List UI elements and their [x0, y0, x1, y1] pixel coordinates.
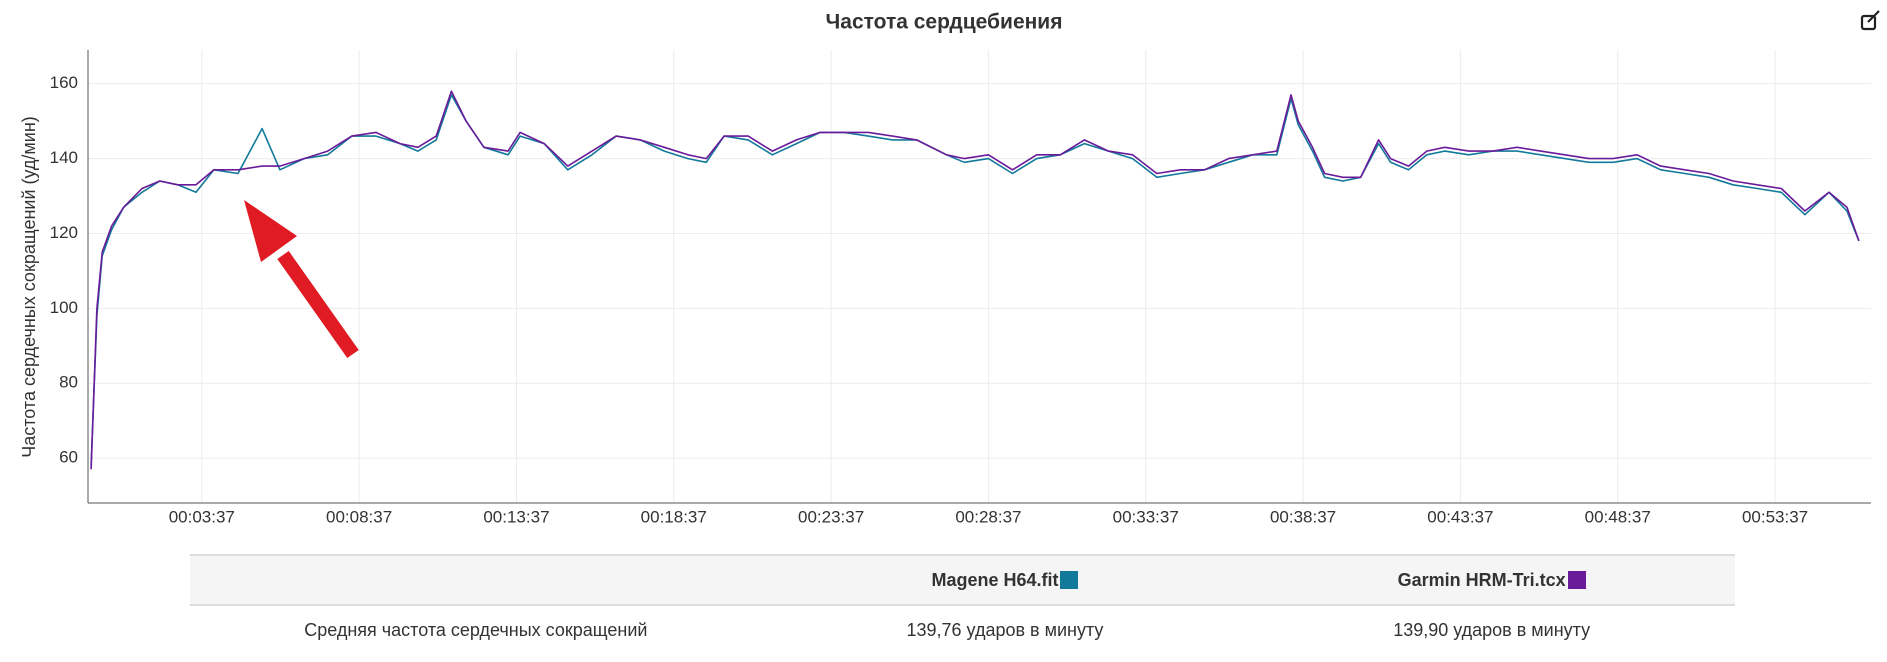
legend-label: Magene H64.fit [931, 569, 1059, 590]
header-cell: Magene H64.fit [761, 554, 1249, 606]
chart-title: Частота сердцебиения [826, 11, 1063, 34]
x-tick-label: 00:38:37 [1270, 507, 1336, 526]
y-tick-label: 140 [50, 148, 78, 167]
x-tick-label: 00:53:37 [1742, 507, 1808, 526]
x-tick-label: 00:33:37 [1113, 507, 1179, 526]
series-line [90, 90, 1860, 470]
x-tick-label: 00:48:37 [1585, 507, 1651, 526]
stats-table: Magene H64.fit Garmin HRM-Tri.tcx Средня… [190, 554, 1735, 654]
x-tick-label: 00:28:37 [955, 507, 1021, 526]
y-axis-label: Частота сердечных сокращений (уд/мин) [19, 116, 39, 458]
x-tick-label: 00:03:37 [169, 507, 235, 526]
y-tick-label: 60 [59, 448, 78, 467]
legend-label: Garmin HRM-Tri.tcx [1397, 569, 1566, 590]
x-tick-label: 00:23:37 [798, 507, 864, 526]
x-tick-label: 00:13:37 [483, 507, 549, 526]
chart: Частота сердцебиения Частота сердечных с… [19, 10, 1880, 526]
header-cell: Garmin HRM-Tri.tcx [1248, 554, 1735, 606]
edit-icon[interactable] [1860, 10, 1880, 31]
y-tick-label: 100 [50, 298, 78, 317]
y-tick-label: 160 [50, 73, 78, 92]
data-row: Средняя частота сердечных сокращений 139… [190, 605, 1735, 654]
x-tick-label: 00:43:37 [1427, 507, 1493, 526]
legend-swatch [1060, 570, 1079, 589]
legend-swatch [1567, 570, 1586, 589]
header-cell [190, 554, 762, 606]
row-label: Средняя частота сердечных сокращений [304, 619, 648, 640]
cell: 139,90 ударов в минуту [1393, 619, 1591, 640]
annotation-arrow [244, 200, 359, 359]
y-tick-label: 80 [59, 373, 78, 392]
cell: 139,76 ударов в минуту [906, 619, 1104, 640]
series-line [90, 94, 1860, 466]
y-tick-label: 120 [50, 223, 78, 242]
x-tick-label: 00:18:37 [641, 507, 707, 526]
header-row: Magene H64.fit Garmin HRM-Tri.tcx [190, 554, 1735, 606]
x-tick-label: 00:08:37 [326, 507, 392, 526]
